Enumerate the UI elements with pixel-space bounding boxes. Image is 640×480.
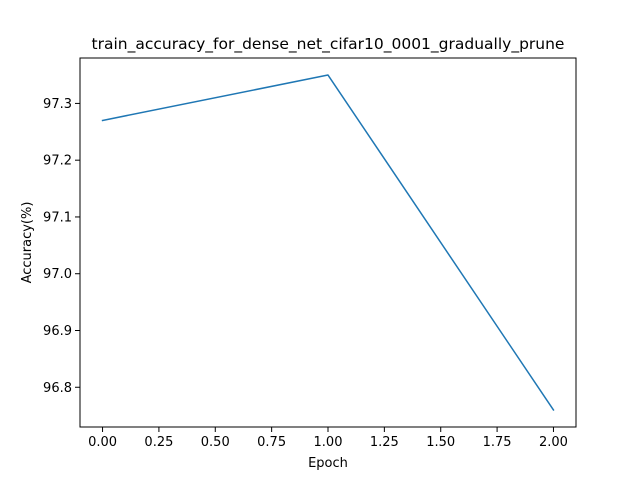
y-tick-label: 97.1: [43, 210, 72, 225]
x-tick-label: 0.25: [144, 435, 173, 450]
x-tick-label: 2.00: [539, 435, 568, 450]
x-axis-label: Epoch: [308, 456, 348, 471]
y-tick-label: 96.8: [43, 381, 72, 396]
x-tick-label: 0.00: [88, 435, 117, 450]
y-tick-label: 97.0: [43, 267, 72, 282]
x-tick-label: 0.50: [201, 435, 230, 450]
x-tick-label: 1.50: [426, 435, 455, 450]
y-tick-label: 97.2: [43, 154, 72, 169]
y-axis: 96.8 96.9 97.0 97.1 97.2 97.3: [43, 97, 80, 396]
y-tick-label: 97.3: [43, 97, 72, 112]
x-tick-label: 1.75: [483, 435, 512, 450]
x-tick-label: 1.25: [370, 435, 399, 450]
series-line: [101, 74, 555, 412]
y-axis-label: Accuracy(%): [20, 202, 35, 284]
x-axis: 0.00 0.25 0.50 0.75 1.00 1.25 1.50 1.75 2.00: [88, 427, 568, 450]
x-tick-label: 0.75: [257, 435, 286, 450]
chart-title: train_accuracy_for_dense_net_cifar10_000…: [92, 35, 565, 54]
x-tick-label: 1.00: [314, 435, 343, 450]
plot-area: [101, 74, 555, 412]
y-tick-label: 96.9: [43, 324, 72, 339]
